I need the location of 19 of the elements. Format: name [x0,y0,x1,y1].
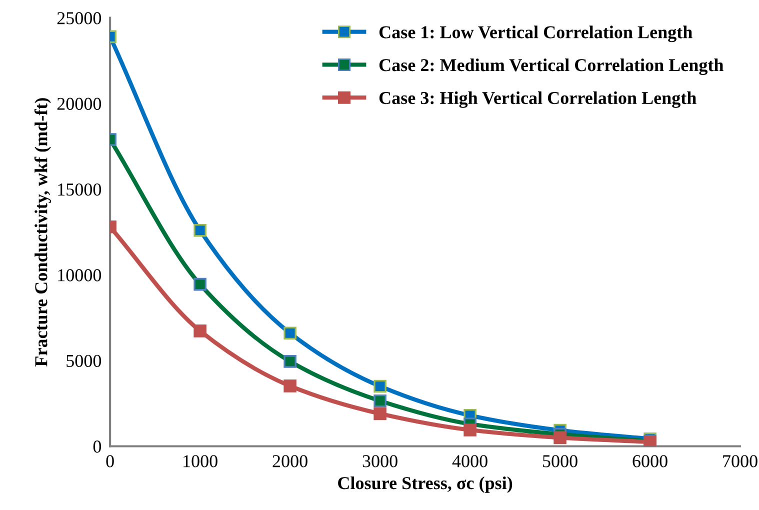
legend-label: Case 3: High Vertical Correlation Length [379,91,696,108]
x-tick-label: 7000 [723,455,758,468]
x-tick-label: 3000 [362,455,398,468]
y-axis-title: Fracture Conductivity, wkf (md-ft) [34,98,52,366]
y-tick-label: 25000 [57,12,102,24]
x-tick-label: 2000 [272,455,308,468]
legend-label: Case 1: Low Vertical Correlation Length [379,26,692,42]
x-tick-label: 4000 [452,455,488,468]
x-tick-label: 5000 [543,455,578,468]
y-tick-label: 20000 [57,98,102,110]
y-tick-label: 15000 [58,183,102,196]
x-axis-title: Closure Stress, σc (psi) [338,476,512,493]
x-tick-label: 6000 [632,455,668,468]
y-tick-label: 10000 [58,269,102,282]
x-tick-label: 0 [106,455,114,468]
x-tick-label: 1000 [184,455,218,468]
legend-label: Case 2: Medium Vertical Correlation Length [379,58,724,76]
y-tick-label: 0 [93,440,102,453]
y-tick-label: 5000 [66,354,102,368]
